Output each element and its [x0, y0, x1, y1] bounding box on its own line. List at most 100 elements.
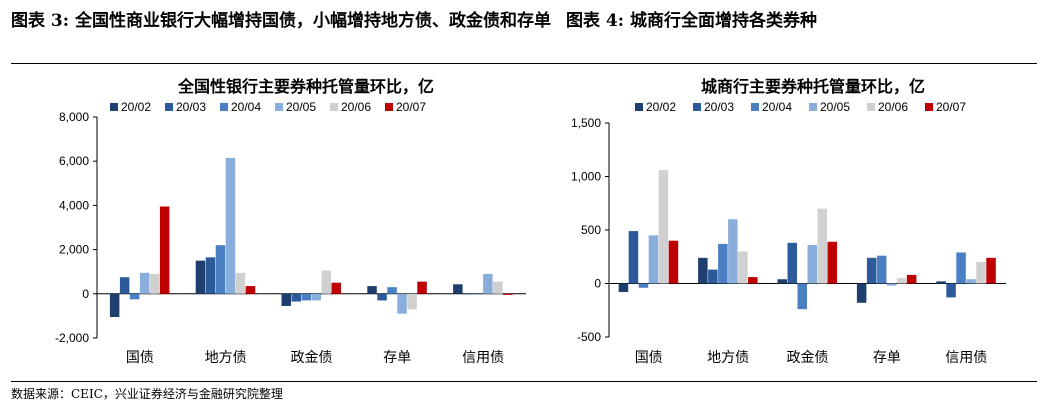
bar: [956, 252, 966, 284]
category-label: 政金债: [787, 349, 829, 365]
bar: [225, 157, 236, 294]
bar: [215, 245, 226, 294]
legend-label-20-03: 20/03: [704, 100, 734, 114]
bar: [331, 282, 341, 294]
legend-label-20-02: 20/02: [646, 100, 676, 114]
bar: [291, 293, 301, 302]
legend-label-20-04: 20/04: [762, 100, 792, 114]
legend-label-20-04: 20/04: [231, 100, 261, 114]
bar: [129, 293, 140, 300]
bar: [407, 293, 417, 310]
chart-title: 城商行主要券种托管量环比，亿: [701, 77, 925, 96]
bar: [195, 260, 206, 294]
y-tick-label: 2,000: [59, 243, 89, 257]
footer-rule: [11, 381, 1037, 382]
category-label: 政金债: [291, 349, 333, 365]
legend-swatch-20-04: [220, 103, 228, 111]
legend-swatch-20-05: [809, 103, 817, 111]
category-label: 地方债: [205, 349, 247, 365]
chart-title: 全国性银行主要券种托管量环比，亿: [177, 77, 434, 96]
bar: [311, 293, 321, 301]
y-tick-label: 1,500: [571, 116, 601, 130]
category-label: 国债: [635, 349, 663, 365]
bar: [936, 281, 946, 284]
bar: [807, 244, 817, 284]
bar: [387, 287, 397, 294]
y-tick-label: -2,000: [55, 331, 89, 345]
bar: [976, 262, 986, 284]
bar: [638, 283, 649, 288]
legend-swatch-20-02: [635, 103, 643, 111]
bar: [618, 283, 629, 293]
y-tick-label: 0: [82, 287, 89, 301]
legend-label-20-05: 20/05: [286, 100, 316, 114]
bar: [827, 241, 837, 284]
legend-swatch-20-06: [330, 103, 338, 111]
bar: [966, 279, 976, 284]
bar: [698, 257, 708, 284]
category-label: 信用债: [462, 349, 504, 365]
bar: [493, 281, 503, 294]
legend-label-20-02: 20/02: [121, 100, 151, 114]
bar: [668, 240, 679, 284]
bar: [417, 281, 427, 294]
bar: [377, 293, 387, 301]
category-label: 存单: [873, 349, 901, 365]
bar: [658, 170, 669, 284]
category-label: 国债: [126, 349, 154, 365]
y-tick-label: 1,000: [571, 170, 601, 184]
y-tick-label: 6,000: [59, 154, 89, 168]
right-figure-caption: 图表 4: 城商行全面增持各类券种: [566, 11, 817, 31]
bar: [483, 273, 493, 294]
bar: [946, 283, 956, 298]
bar: [797, 283, 807, 310]
left-figure-caption: 图表 3: 全国性商业银行大幅增持国债，小幅增持地方债、政金债和存单: [11, 11, 551, 31]
bar: [738, 251, 748, 284]
y-tick-label: -500: [577, 330, 601, 344]
legend-swatch-20-02: [110, 103, 118, 111]
category-label: 信用债: [945, 349, 987, 365]
header-rule: [11, 63, 1037, 64]
bar: [728, 219, 738, 284]
source-note: 数据来源：CEIC，兴业证券经济与金融研究院整理: [11, 387, 283, 401]
legend-label-20-07: 20/07: [936, 100, 966, 114]
legend-swatch-20-04: [751, 103, 759, 111]
bar: [109, 293, 120, 318]
bar: [397, 293, 407, 314]
bar: [787, 242, 797, 284]
legend-swatch-20-06: [867, 103, 875, 111]
bar: [301, 293, 311, 301]
legend-label-20-06: 20/06: [878, 100, 908, 114]
bar: [321, 270, 331, 294]
chart-city-banks: 城商行主要券种托管量环比，亿 20/02 20/03 20/04 20/05 20/06 2…: [571, 77, 1006, 365]
bar: [463, 293, 473, 295]
bar: [876, 255, 887, 284]
category-label: 存单: [383, 349, 411, 365]
legend-label-20-07: 20/07: [396, 100, 426, 114]
bar: [473, 293, 483, 295]
legend-label-20-06: 20/06: [341, 100, 371, 114]
bar: [245, 286, 256, 294]
y-tick-label: 4,000: [59, 198, 89, 212]
bar: [856, 283, 867, 303]
chart-national-banks: 全国性银行主要券种托管量环比，亿 20/02 20/03 20/04 20/05 20/0…: [55, 77, 526, 365]
y-tick-label: 500: [581, 223, 601, 237]
bar: [235, 272, 246, 294]
legend-swatch-20-03: [165, 103, 173, 111]
bar: [159, 206, 170, 294]
y-tick-label: 8,000: [59, 110, 89, 124]
legend-swatch-20-03: [693, 103, 701, 111]
bar: [748, 277, 758, 284]
bar: [648, 235, 659, 284]
bar: [149, 273, 160, 294]
bar: [367, 286, 377, 294]
bar: [906, 274, 917, 284]
bar: [628, 231, 639, 284]
legend-label-20-05: 20/05: [820, 100, 850, 114]
category-label: 地方债: [707, 349, 749, 365]
bar: [817, 208, 827, 284]
bar: [119, 277, 130, 294]
bar: [139, 272, 150, 294]
bar: [866, 257, 877, 284]
bar: [886, 283, 897, 286]
